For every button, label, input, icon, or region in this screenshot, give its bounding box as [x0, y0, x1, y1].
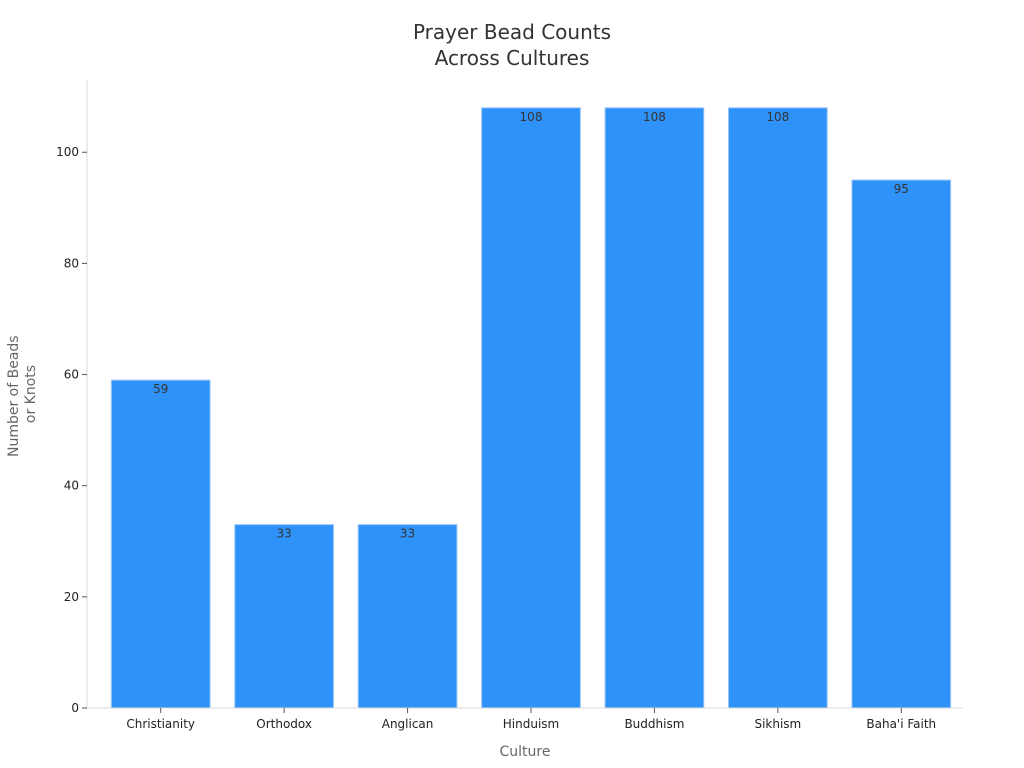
x-tick-label: Buddhism: [624, 717, 684, 731]
data-label: 108: [766, 110, 789, 124]
bar: [110, 379, 211, 709]
data-label: 33: [400, 527, 415, 541]
x-tick-label: Orthodox: [256, 717, 312, 731]
y-axis-label-line-2: or Knots: [23, 365, 39, 423]
chart-title-line-2: Across Cultures: [434, 46, 590, 70]
y-axis-label: Number of Beads or Knots: [6, 331, 39, 457]
data-label: 108: [643, 110, 666, 124]
bar: [851, 179, 952, 709]
y-tick-label: 40: [64, 479, 79, 493]
y-tick-label: 20: [64, 590, 79, 604]
chart-title-line-1: Prayer Bead Counts: [412, 20, 612, 44]
y-tick-label: 0: [71, 701, 79, 715]
data-label: 95: [894, 182, 909, 196]
axes-layer: [86, 80, 963, 709]
x-tick-label: Sikhism: [754, 717, 801, 731]
x-tick-label: Christianity: [126, 717, 195, 731]
bar: [604, 107, 705, 709]
y-ticks: 0 20 40 60 80 100: [56, 145, 87, 715]
data-labels: 59 33 33 108 108 108 95: [153, 110, 909, 541]
bars-layer: [110, 107, 952, 709]
y-axis-label-line-1: Number of Beads: [6, 335, 22, 457]
x-tick-label: Anglican: [382, 717, 434, 731]
bar: [481, 107, 581, 709]
x-ticks: Christianity Orthodox Anglican Hinduism Budd…: [126, 708, 936, 731]
data-label: 108: [520, 110, 543, 124]
bar: [357, 524, 458, 709]
bar: [234, 524, 335, 709]
x-tick-label: Baha'i Faith: [866, 717, 936, 731]
data-label: 33: [277, 527, 292, 541]
bar: [727, 107, 828, 709]
x-tick-label: Hinduism: [503, 717, 559, 731]
y-tick-label: 60: [64, 368, 79, 382]
x-axis-label: Culture: [500, 744, 551, 760]
y-tick-label: 80: [64, 256, 79, 270]
data-label: 59: [153, 382, 168, 396]
y-tick-label: 100: [56, 145, 79, 159]
